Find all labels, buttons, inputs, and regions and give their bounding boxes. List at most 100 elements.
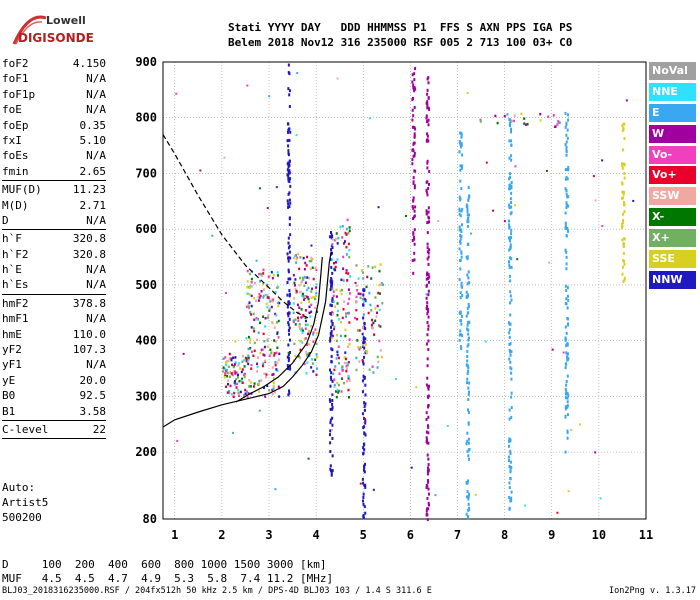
echo-point <box>256 365 259 368</box>
param-label: D <box>2 213 9 227</box>
echo-point <box>260 274 263 278</box>
echo-point <box>425 120 428 124</box>
echo-point <box>379 325 382 328</box>
echo-point <box>524 504 527 507</box>
echo-point <box>249 338 252 341</box>
echo-point <box>261 364 264 368</box>
echo-point <box>253 349 256 353</box>
echo-point <box>425 284 428 288</box>
echo-point <box>287 236 290 240</box>
echo-point <box>361 332 364 336</box>
echo-point <box>248 385 251 388</box>
echo-point <box>361 390 364 394</box>
echo-point <box>467 370 470 374</box>
echo-point <box>231 431 234 434</box>
echo-point <box>428 503 431 507</box>
echo-point <box>362 426 365 430</box>
echo-point <box>266 316 269 320</box>
echo-point <box>566 355 569 359</box>
echo-point <box>266 283 269 287</box>
echo-point <box>458 247 461 251</box>
echo-point <box>426 376 429 380</box>
echo-point <box>426 312 429 316</box>
echo-point <box>294 278 297 281</box>
echo-point <box>564 226 567 230</box>
param-value: N/A <box>86 213 106 227</box>
echo-point <box>425 273 428 277</box>
echo-point <box>263 372 266 375</box>
echo-point <box>230 392 233 396</box>
echo-point <box>496 121 499 125</box>
echo-point <box>262 272 265 275</box>
echo-point <box>364 343 367 346</box>
echo-point <box>413 132 416 136</box>
echo-point <box>362 513 365 517</box>
param-row-m-d-: M(D) 2.71 <box>2 198 106 213</box>
echo-point <box>459 237 462 241</box>
echo-point <box>427 96 430 100</box>
echo-point <box>273 352 276 355</box>
echo-point <box>411 125 414 129</box>
echo-point <box>287 314 290 318</box>
echo-point <box>372 488 375 491</box>
echo-point <box>211 234 214 237</box>
echo-point <box>362 446 365 450</box>
echo-point <box>467 495 470 499</box>
echo-point <box>564 125 567 129</box>
echo-point <box>310 310 313 314</box>
echo-point <box>262 386 265 390</box>
echo-point <box>359 482 362 485</box>
echo-point <box>287 393 290 397</box>
echo-point <box>566 136 569 140</box>
echo-point <box>374 265 377 269</box>
echo-point <box>509 476 512 480</box>
echo-point <box>230 372 233 375</box>
file-info-footer: BLJ03_2018316235000.RSF / 204fx512h 50 k… <box>2 586 432 596</box>
echo-point <box>333 327 336 331</box>
echo-point <box>366 275 369 279</box>
echo-point <box>253 318 256 321</box>
echo-point <box>288 205 291 209</box>
echo-point <box>302 295 305 298</box>
echo-point <box>510 265 513 269</box>
echo-point <box>331 287 334 291</box>
echo-point <box>508 172 511 176</box>
echo-point <box>330 329 333 333</box>
echo-point <box>425 509 428 513</box>
echo-point <box>623 276 626 280</box>
echo-point <box>362 362 365 366</box>
echo-point <box>236 382 239 386</box>
echo-point <box>467 502 470 506</box>
legend-ssw: SSW <box>649 187 696 206</box>
echo-point <box>347 302 350 305</box>
echo-point <box>347 272 350 275</box>
echo-point <box>427 415 430 419</box>
echo-point <box>295 291 298 295</box>
echo-point <box>256 362 259 366</box>
echo-point <box>376 304 379 308</box>
echo-point <box>292 319 295 322</box>
echo-point <box>460 229 463 233</box>
echo-point <box>276 361 279 364</box>
echo-point <box>413 89 416 93</box>
echo-point <box>425 116 428 120</box>
echo-point <box>303 362 306 366</box>
echo-point <box>427 118 430 122</box>
echo-point <box>274 488 277 491</box>
plot-frame <box>162 61 647 520</box>
echo-point <box>344 334 347 338</box>
echo-point <box>288 180 291 184</box>
echo-point <box>368 368 371 371</box>
echo-point <box>362 481 365 485</box>
echo-point <box>336 242 339 245</box>
echo-point <box>289 367 292 371</box>
echo-point <box>363 289 366 293</box>
echo-point <box>622 251 625 255</box>
param-separator <box>2 229 106 231</box>
echo-point <box>270 270 273 274</box>
legend-nne: NNE <box>649 82 696 101</box>
echo-point <box>262 268 265 272</box>
echo-point <box>434 494 437 497</box>
echo-point <box>295 134 298 137</box>
echo-point <box>248 293 251 296</box>
